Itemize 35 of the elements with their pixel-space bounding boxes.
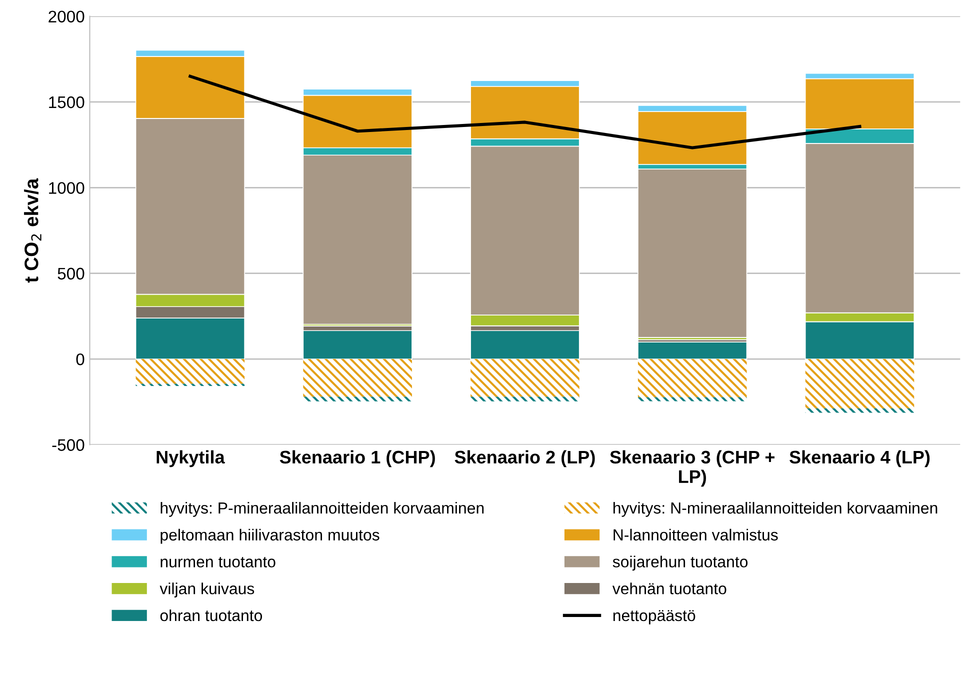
bar	[638, 342, 748, 360]
legend-label: nettopäästö	[613, 610, 696, 624]
y-axis-title: t CO$_{2}$ ekv/a	[24, 178, 42, 283]
bar	[805, 359, 914, 408]
bar	[470, 396, 580, 402]
y-tick-label: -500	[52, 439, 84, 451]
bar	[805, 408, 914, 413]
legend-label: soijarehun tuotanto	[612, 556, 748, 571]
x-tick-label: Skenaario 2 (LP)	[454, 450, 595, 468]
bar	[136, 359, 245, 384]
y-tick-label: 2000	[48, 10, 84, 22]
line-series	[188, 74, 862, 150]
legend-label: viljan kuivaus	[160, 582, 254, 598]
bar	[638, 359, 747, 398]
y-tick-label: 1500	[49, 96, 84, 108]
bar	[470, 330, 580, 360]
legend-label: N-lannoitteen valmistus	[614, 528, 778, 541]
x-tick-label: Skenaario 3 (CHP + LP)	[610, 450, 775, 487]
legend-label: ohran tuotanto	[160, 609, 262, 622]
legend-label: nurmen tuotanto	[160, 556, 276, 568]
legend-label: hyvitys: N-mineraalilannoitteiden korvaaminen	[613, 502, 938, 517]
x-tick-label: Skenaario 1 (CHP)	[280, 450, 435, 468]
y-tick-label: 500	[58, 268, 84, 280]
y-tick-label: 0	[76, 353, 84, 366]
x-tick-label: Nykytila	[156, 450, 225, 468]
y-tick-label: 1000	[49, 182, 84, 194]
bar	[638, 168, 748, 338]
x-tick-label: Skenaario 4 (LP)	[790, 450, 930, 468]
legend-label: vehnän tuotanto	[612, 582, 726, 594]
bar	[303, 396, 412, 402]
bar	[470, 359, 580, 397]
legend-label: peltomaan hiilivaraston muutos	[160, 528, 380, 544]
bar	[303, 359, 412, 397]
legend-label: hyvitys: P-mineraalilannoitteiden korvaaminen	[160, 502, 484, 517]
bar	[302, 330, 412, 360]
